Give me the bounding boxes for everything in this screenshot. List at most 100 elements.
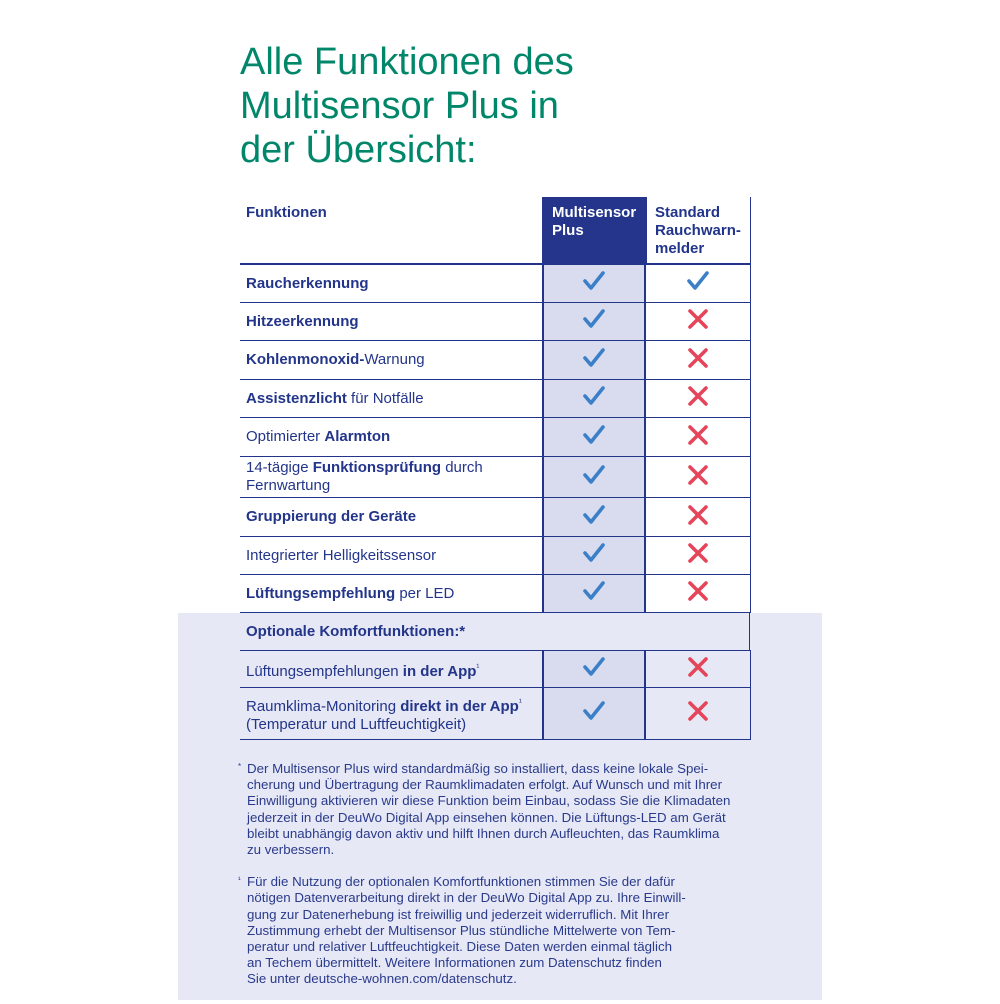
feature-text: Warnung	[364, 351, 425, 368]
feature-label: Hitzeerkennung	[240, 303, 542, 340]
plus-cell	[542, 688, 646, 739]
footnote-line: an Techem übermittelt. Weitere Informati…	[247, 955, 662, 971]
check-icon	[582, 385, 606, 412]
feature-text: per LED	[395, 584, 455, 602]
footnote-line: zu verbessern.	[247, 842, 335, 858]
check-icon	[686, 270, 710, 297]
check-icon	[582, 270, 606, 297]
footnote-line: bleibt unabhängig davon aktiv und hilft …	[247, 825, 720, 841]
feature-label: Integrierter Helligkeitssensor	[240, 537, 542, 574]
feature-text: Kohlenmonoxid-	[246, 351, 365, 368]
footnotes: * Der Multisensor Plus wird standardmäßig…	[238, 761, 730, 1004]
footnote-line: Sie unter deutsche-wohnen.com/datenschut…	[247, 971, 517, 987]
footnote: * Der Multisensor Plus wird standardmäßig…	[238, 761, 730, 858]
feature-text: 14-tägige	[246, 459, 313, 476]
feature-text: Lüftungsempfehlung	[246, 584, 396, 602]
plus-cell	[542, 380, 646, 417]
footnote-line: Zustimmung erhebt der Multisensor Plus s…	[247, 922, 676, 938]
standard-cell	[646, 303, 751, 340]
header-multisensor-plus: Multisensor Plus	[542, 197, 646, 263]
comparison-table: Funktionen Multisensor Plus Standard Rauch…	[240, 197, 751, 740]
standard-cell	[646, 498, 751, 536]
header-text: Multisensor	[552, 204, 637, 221]
check-icon	[582, 580, 606, 607]
standard-cell	[646, 341, 751, 379]
footnote-line: Einwilligung aktivieren wir diese Funkti…	[247, 793, 731, 809]
check-icon	[582, 542, 606, 569]
feature-text: Lüftungsempfehlungen	[246, 662, 403, 680]
cross-icon	[687, 464, 709, 491]
feature-text: Raucherkennung	[246, 274, 369, 292]
cross-icon	[687, 424, 709, 451]
footnote-line: nötigen Datenverarbeitung direkt in der …	[247, 890, 686, 906]
cross-icon	[687, 347, 709, 374]
cross-icon	[687, 542, 709, 569]
cross-icon	[687, 580, 709, 607]
header-text: Rauchwarn-	[655, 222, 741, 239]
check-icon	[582, 700, 606, 727]
check-icon	[582, 656, 606, 683]
header-text: Standard	[655, 204, 721, 221]
feature-label: 14-tägige Funktionsprüfung durch Fernwar…	[240, 457, 542, 497]
table-row: Lüftungsempfehlungen in der App¹	[240, 651, 751, 688]
plus-cell	[542, 651, 646, 687]
plus-cell	[542, 341, 646, 379]
check-icon	[582, 347, 606, 374]
feature-label: Assistenzlicht für Notfälle	[240, 380, 542, 417]
feature-text: Assistenzlicht	[246, 389, 347, 407]
footnote-marker: *	[238, 762, 242, 771]
feature-text: Optimierter	[246, 428, 325, 445]
table-row: Raucherkennung	[240, 265, 751, 303]
header-functions: Funktionen	[246, 204, 327, 221]
standard-cell	[646, 537, 751, 574]
table-row: Integrierter Helligkeitssensor	[240, 537, 751, 575]
feature-text: (Temperatur und Luftfeuchtigkeit)	[246, 716, 467, 733]
feature-text: direkt in der App	[400, 698, 519, 715]
feature-text: Alarmton	[324, 428, 391, 445]
title-line: Alle Funktionen des	[240, 41, 574, 83]
standard-cell	[646, 651, 751, 687]
feature-label: Optimierter Alarmton	[240, 418, 542, 456]
table-row: Hitzeerkennung	[240, 303, 751, 341]
feature-text: Integrierter Helligkeitssensor	[246, 546, 437, 564]
feature-label: Gruppierung der Geräte	[240, 498, 542, 536]
footnote-line: peratur und relativer Luftfeuchtigkeit. …	[247, 939, 672, 955]
feature-text: durch Fernwartung	[246, 459, 483, 494]
feature-label: Raucherkennung	[240, 265, 542, 302]
feature-label: Lüftungsempfehlungen in der App¹	[240, 651, 542, 687]
footnote-line: cherung und Übertragung der Raumklimadat…	[247, 777, 723, 793]
cross-icon	[687, 385, 709, 412]
cross-icon	[687, 504, 709, 531]
plus-cell	[542, 457, 646, 497]
standard-cell	[646, 380, 751, 417]
table-row: Gruppierung der Geräte	[240, 498, 751, 537]
table-row: 14-tägige Funktionsprüfung durch Fernwar…	[240, 457, 751, 498]
cross-icon	[687, 700, 709, 727]
feature-label: Kohlenmonoxid-Warnung	[240, 341, 542, 379]
footnote-line: Der Multisensor Plus wird standardmäßig …	[247, 761, 709, 776]
title-line: Multisensor Plus in	[240, 85, 559, 127]
feature-text: Hitzeerkennung	[246, 312, 359, 330]
check-icon	[582, 308, 606, 335]
feature-text: Gruppierung der Geräte	[246, 508, 417, 525]
check-icon	[582, 464, 606, 491]
table-row: Optimierter Alarmton	[240, 418, 751, 457]
feature-text: für Notfälle	[346, 389, 424, 407]
header-text: Plus	[552, 222, 584, 239]
footnote-line: Für die Nutzung der optionalen Komfortfu…	[247, 874, 675, 890]
feature-text: Raumklima-Monitoring	[246, 698, 401, 715]
plus-cell	[542, 498, 646, 536]
check-icon	[582, 504, 606, 531]
footnote: ¹ Für die Nutzung der optionalen Komfortf…	[238, 874, 730, 987]
table-row: Assistenzlicht für Notfälle	[240, 380, 751, 418]
plus-cell	[542, 418, 646, 456]
title-line: der Übersicht:	[240, 129, 477, 171]
page-title: Alle Funktionen des Multisensor Plus in …	[240, 40, 574, 172]
standard-cell	[646, 457, 751, 497]
header-text: melder	[655, 240, 705, 257]
plus-cell	[542, 575, 646, 612]
table-row: Raumklima-Monitoring direkt in der App¹ …	[240, 688, 751, 740]
table-row: Lüftungsempfehlung per LED	[240, 575, 751, 613]
standard-cell	[646, 575, 751, 612]
optional-section-background	[178, 613, 822, 1000]
